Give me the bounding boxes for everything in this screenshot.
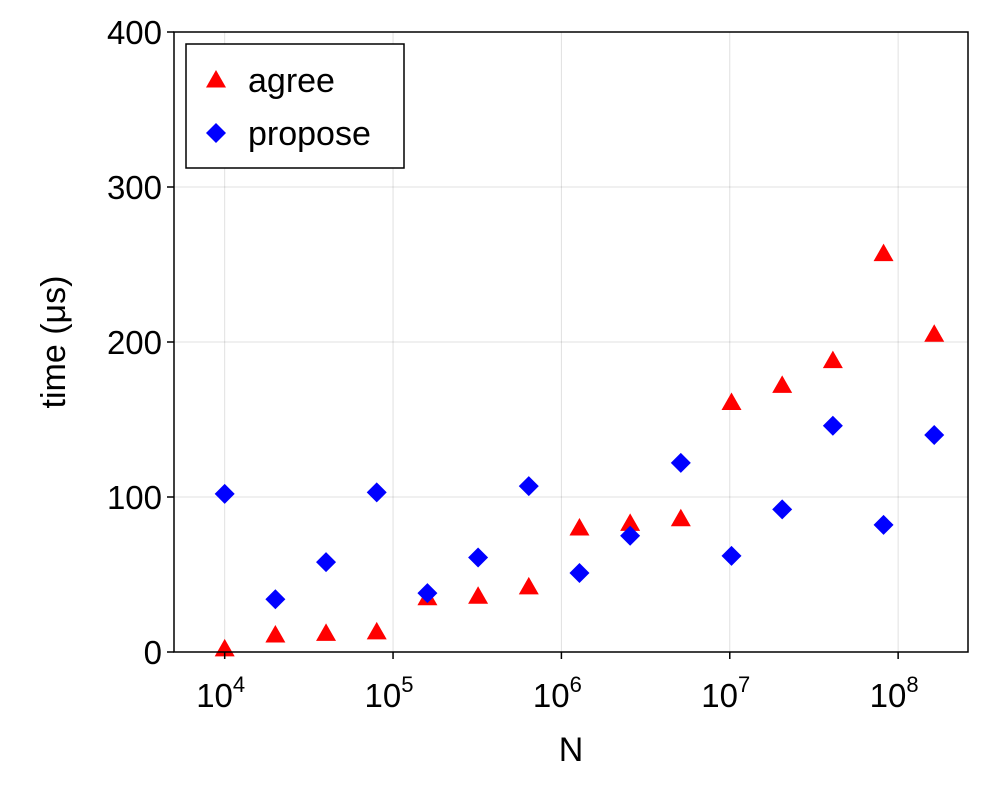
propose-point [214,483,235,504]
propose-point [670,452,691,473]
agree-point [366,621,387,640]
agree-point [822,350,843,369]
legend-label-propose: propose [248,115,371,153]
agree-point [569,518,590,536]
y-tick-label: 100 [107,479,162,516]
y-axis-label: time (μs) [35,276,73,409]
propose-point [265,589,286,610]
legend-marker-propose [206,123,226,143]
x-tick-label: 107 [701,672,750,714]
propose-point [417,583,438,604]
propose-point [366,482,387,503]
y-tick-label: 400 [107,14,162,51]
agree-point [772,375,793,393]
agree-point [924,324,945,342]
x-tick-label: 105 [365,672,414,714]
series-agree [214,243,945,657]
agree-point [721,392,742,410]
propose-point [468,547,489,568]
agree-point [518,576,539,595]
axis-ticks: 0 100 200 300 400 104 105 106 107 108 [107,14,919,714]
propose-point [873,514,894,535]
propose-point [316,552,337,573]
legend-label-agree: agree [248,62,335,100]
legend-items: agree propose [206,62,371,153]
legend: agree propose [185,43,405,169]
x-tick-label: 106 [533,672,582,714]
propose-point [772,499,793,520]
propose-point [620,525,641,546]
x-tick-label: 108 [870,672,919,714]
propose-point [569,562,590,583]
agree-point [873,243,894,262]
propose-point [518,476,539,497]
series-propose [214,415,945,610]
agree-point [265,624,286,643]
agree-point [670,508,691,527]
y-tick-label: 200 [107,324,162,361]
y-tick-label: 0 [144,634,162,671]
legend-box [185,43,405,169]
y-tick-label: 300 [107,169,162,206]
agree-point [620,513,641,531]
propose-point [822,415,843,436]
data-points [214,243,945,657]
propose-point [924,425,945,445]
x-axis-label: N [559,731,584,769]
x-tick-label: 104 [196,672,245,714]
legend-marker-agree [206,70,226,88]
agree-point [316,623,337,641]
agree-point [468,586,489,604]
propose-point [721,545,742,566]
